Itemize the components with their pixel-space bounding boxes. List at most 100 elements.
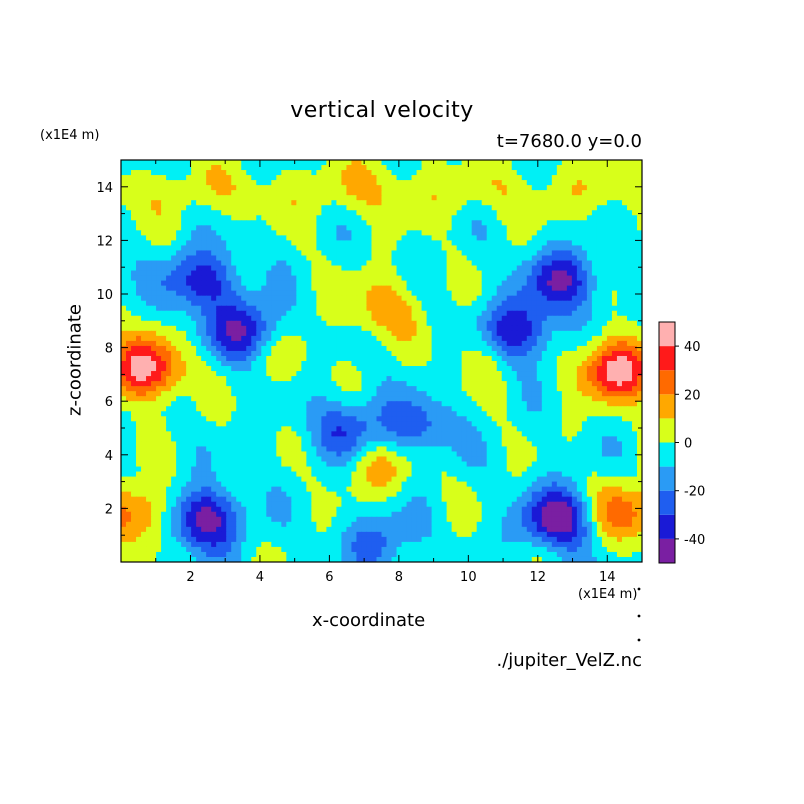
field-cell [321,205,327,211]
field-cell [386,290,393,297]
field-cell [271,250,277,257]
field-cell [141,205,147,211]
field-cell [406,320,413,327]
field-cell [466,170,473,176]
field-cell [541,270,548,277]
field-cell [531,265,538,272]
field-cell [596,280,603,287]
field-cell [191,230,197,236]
field-cell [436,230,443,236]
field-cell [516,180,523,186]
field-cell [411,165,418,171]
field-cell [381,345,388,352]
field-cell [631,260,638,267]
field-cell [511,381,518,387]
field-cell [461,180,468,186]
field-cell [146,165,152,171]
field-cell [226,200,232,206]
field-cell [401,310,408,317]
field-cell [221,315,227,322]
field-cell [546,250,553,257]
field-cell [396,300,403,307]
field-cell [376,190,383,196]
field-cell [266,280,272,287]
field-cell [146,210,152,216]
field-cell [616,371,623,377]
field-cell [266,366,272,372]
field-cell [601,270,608,277]
field-cell [421,260,428,267]
field-cell [601,355,608,362]
field-cell [566,240,573,247]
field-cell [591,295,598,302]
field-cell [371,200,378,206]
field-cell [246,230,252,236]
field-cell [126,381,132,387]
field-cell [591,230,598,236]
field-cell [416,361,423,367]
field-cell [161,260,167,267]
field-cell [526,240,533,247]
field-cell [326,280,332,287]
field-cell [276,235,282,242]
field-cell [476,340,483,347]
field-cell [121,260,127,267]
field-cell [216,195,222,201]
field-cell [266,240,272,247]
field-cell [321,265,327,272]
field-cell [176,275,182,282]
field-cell [386,185,393,191]
field-cell [411,265,418,272]
field-cell [386,265,393,272]
field-cell [556,305,563,312]
field-cell [431,260,438,267]
field-cell [301,265,307,272]
field-cell [231,391,237,397]
field-cell [241,250,247,257]
field-cell [246,255,252,262]
field-cell [191,220,197,226]
field-cell [481,260,488,267]
field-cell [521,220,528,226]
field-cell [541,245,548,252]
field-cell [406,230,413,236]
field-cell [256,245,262,252]
field-cell [361,210,368,216]
field-cell [361,335,368,342]
field-cell [576,371,583,377]
field-cell [201,160,207,166]
field-cell [416,235,423,242]
field-cell [461,340,468,347]
field-cell [301,290,307,297]
field-cell [221,330,227,337]
field-cell [416,315,423,322]
field-cell [166,220,172,226]
field-cell [191,340,197,347]
field-cell [136,335,142,342]
field-cell [511,210,518,216]
field-cell [341,361,348,367]
field-cell [421,280,428,287]
field-cell [596,300,603,307]
field-cell [546,265,553,272]
field-cell [611,180,618,186]
field-cell [216,290,222,297]
field-cell [551,315,558,322]
field-cell [466,371,473,377]
field-cell [411,190,418,196]
field-cell [251,310,257,317]
field-cell [281,386,287,392]
field-cell [591,245,598,252]
field-cell [516,300,523,307]
field-cell [156,300,162,307]
field-cell [426,190,433,196]
field-cell [351,180,358,186]
field-cell [511,195,518,201]
field-cell [121,220,127,226]
field-cell [396,180,403,186]
field-cell [316,355,322,362]
field-cell [446,220,453,226]
field-cell [616,310,623,317]
field-cell [256,330,262,337]
field-cell [141,170,147,176]
